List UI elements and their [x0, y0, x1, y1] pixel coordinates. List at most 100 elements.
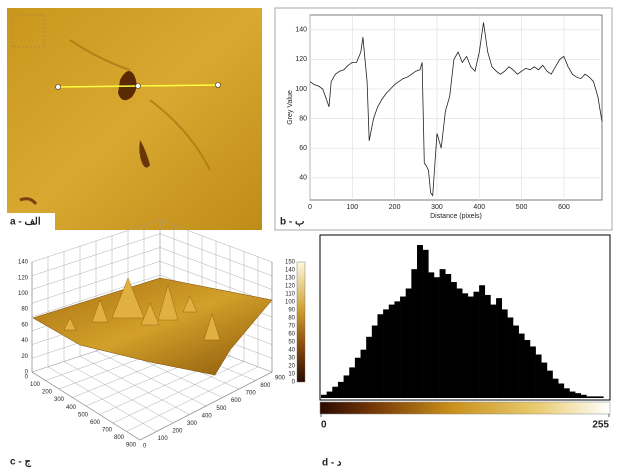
colorbar-tick-label: 80 — [288, 316, 295, 322]
x-tick-label: 700 — [102, 427, 113, 433]
histogram-bar — [581, 395, 587, 398]
histogram-bar — [338, 382, 344, 398]
histogram-bar — [592, 396, 598, 398]
histogram-bar — [586, 396, 592, 398]
y-tick-label: 100 — [295, 86, 307, 93]
histogram-bar — [462, 293, 468, 398]
colorbar-tick-label: 150 — [285, 260, 296, 266]
histogram-bar — [394, 301, 400, 398]
panel-label: c - ج — [10, 457, 31, 468]
histogram-bar — [457, 288, 463, 398]
y-tick-label: 100 — [158, 436, 169, 442]
x-tick-label: 100 — [30, 382, 41, 388]
colorbar-tick-label: 30 — [288, 356, 295, 362]
y-tick-label: 900 — [275, 376, 286, 382]
colorbar-tick-label: 40 — [288, 348, 295, 354]
colorbar-tick-label: 90 — [288, 308, 295, 314]
profile-frame — [275, 8, 612, 230]
histogram-bar — [361, 350, 367, 398]
x-tick-label: 800 — [114, 435, 125, 441]
x-tick-label: 400 — [66, 405, 77, 411]
x-tick-label: 255 — [592, 420, 609, 431]
panel-label: d - د — [322, 458, 342, 469]
colorbar-tick-label: 50 — [288, 340, 295, 346]
histogram-bar — [507, 317, 513, 398]
histogram-bar — [558, 384, 564, 398]
histogram-bar — [445, 274, 451, 398]
x-tick-label: 400 — [473, 204, 485, 211]
figure: a - الف 0 10 20 30 40 50 60 70 80 90 100 110 120 130 1… — [0, 0, 617, 471]
x-tick-label: 200 — [389, 204, 401, 211]
histogram-bar — [524, 340, 530, 398]
x-tick-label: 100 — [346, 204, 358, 211]
y-tick-label: 60 — [299, 145, 307, 152]
y-tick-label: 400 — [202, 413, 213, 419]
y-tick-label: 800 — [260, 383, 271, 389]
histogram-bar — [496, 298, 502, 398]
histogram-bar — [502, 309, 508, 398]
y-tick-label: 700 — [246, 391, 257, 397]
x-axis-label: Distance (pixels) — [430, 213, 482, 220]
afm-image: a - الف — [7, 8, 262, 230]
histogram-bar — [451, 282, 457, 398]
histogram-bar — [434, 277, 440, 398]
colorbar-tick-label: 110 — [285, 292, 295, 298]
y-tick-label: 600 — [231, 398, 242, 404]
x-tick-label: 500 — [78, 412, 89, 418]
colorbar-tick-label: 20 — [288, 364, 295, 370]
y-tick-label: 120 — [295, 56, 307, 63]
colorbar-tick-label: 70 — [288, 324, 295, 330]
histogram-bar — [468, 297, 474, 398]
colorbar — [297, 262, 305, 382]
z-tick-label: 140 — [18, 260, 29, 266]
histogram-bar — [355, 358, 361, 398]
colorbar-tick-label: 10 — [288, 372, 295, 378]
histogram-bar — [400, 297, 406, 398]
panel-label: b - ب — [280, 217, 304, 228]
x-tick-label: 0 — [321, 420, 327, 431]
histogram-bar — [349, 367, 355, 398]
histogram-bar — [564, 388, 570, 398]
colorbar — [320, 402, 610, 414]
histogram-bar — [321, 395, 327, 398]
histogram-bar — [428, 272, 434, 398]
x-tick-label: 600 — [558, 204, 570, 211]
histogram-bar — [332, 387, 338, 398]
histogram-bar — [541, 363, 547, 398]
z-tick-label: 60 — [21, 322, 28, 328]
x-tick-label: 300 — [431, 204, 443, 211]
y-tick-label: 40 — [299, 175, 307, 182]
histogram-bar — [485, 295, 491, 398]
x-tick-label: 200 — [42, 390, 53, 396]
histogram-bar — [479, 285, 485, 398]
histogram-bar — [513, 326, 519, 398]
histogram-bar — [411, 269, 417, 398]
x-tick-label: 600 — [90, 420, 101, 426]
histogram-bar — [473, 292, 479, 398]
histogram-bar — [372, 326, 378, 398]
colorbar-tick-label: 130 — [285, 276, 296, 282]
histogram-bar — [327, 392, 333, 398]
y-tick-label: 200 — [172, 428, 183, 434]
y-tick-label: 300 — [187, 421, 198, 427]
histogram-bar — [423, 250, 429, 398]
histogram-bar — [344, 375, 350, 398]
panel-label: a - الف — [10, 217, 41, 228]
x-tick-label: 900 — [126, 443, 137, 449]
colorbar-tick-label: 100 — [285, 300, 296, 306]
z-tick-label: 100 — [18, 291, 29, 297]
histogram-bar — [490, 305, 496, 398]
histogram-bar — [536, 355, 542, 398]
histogram-bar — [569, 392, 575, 398]
histogram-bar — [519, 334, 525, 398]
x-tick-label: 500 — [516, 204, 528, 211]
colorbar-tick-label: 140 — [285, 268, 296, 274]
z-tick-label: 120 — [18, 275, 29, 281]
histogram-bar — [598, 396, 604, 398]
histogram-bar — [553, 379, 559, 398]
x-tick-label: 0 — [308, 204, 312, 211]
colorbar-tick-label: 60 — [288, 332, 295, 338]
z-tick-label: 40 — [21, 338, 28, 344]
z-tick-label: 20 — [21, 354, 28, 360]
y-axis-label: Grey Value — [287, 90, 294, 125]
